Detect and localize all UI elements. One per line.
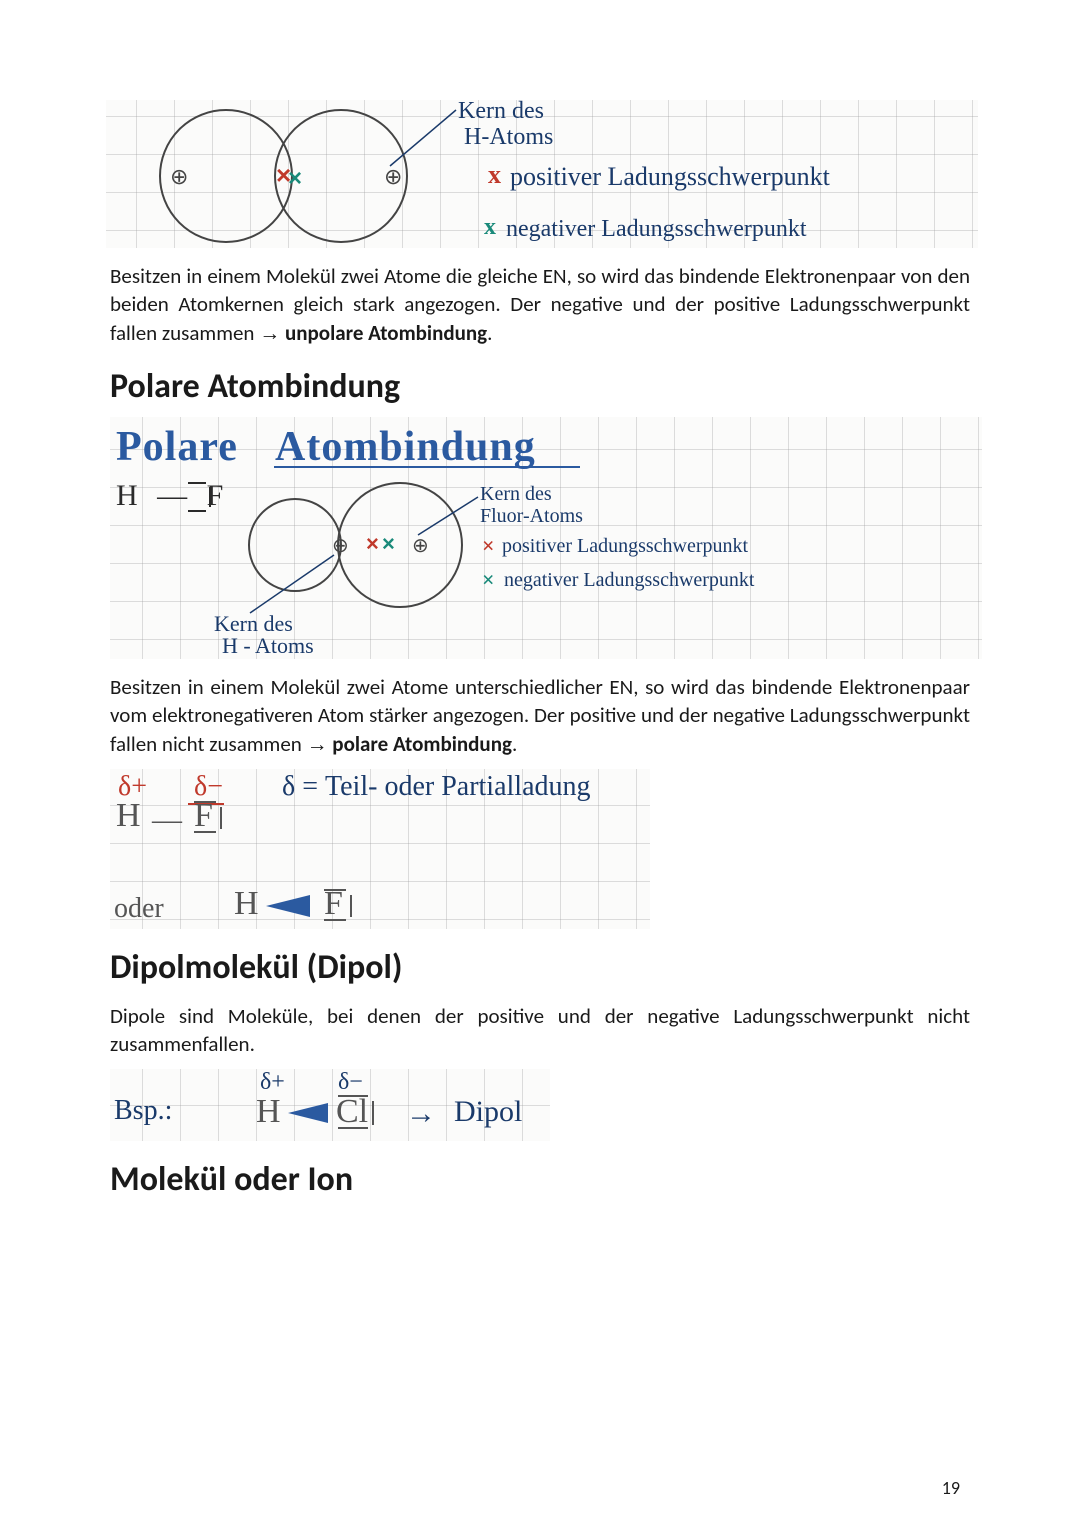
lone-pair-top	[194, 801, 216, 803]
heading-polare-atombindung: Polare Atombindung	[110, 366, 970, 407]
lone-pair-right	[372, 1101, 374, 1125]
atom-h: H	[116, 797, 141, 835]
para1-period: .	[487, 320, 492, 346]
heading-molekuel-oder-ion: Molekül oder Ion	[110, 1159, 970, 1200]
page-number: 19	[942, 1477, 960, 1499]
label-kern-h-b: H - Atoms	[222, 633, 314, 659]
figure-hcl-dipol: Bsp.: δ+ δ− H Cl → Dipol	[110, 1069, 550, 1141]
svg-text:⊕: ⊕	[384, 164, 402, 189]
svg-text:×: ×	[288, 165, 302, 192]
x-neg-mark-2: ×	[482, 567, 495, 593]
svg-text:⊕: ⊕	[332, 535, 349, 557]
lone-pair-right	[220, 807, 222, 829]
label-h-atom: H-Atoms	[464, 124, 553, 151]
label-kern-f-b: Fluor-Atoms	[480, 505, 583, 528]
paragraph-polar: Besitzen in einem Molekül zwei Atome unt…	[110, 673, 970, 759]
lone-pair-top-2	[324, 889, 346, 891]
heading-dipolmolekuel: Dipolmolekül (Dipol)	[110, 947, 970, 988]
svg-text:⊕: ⊕	[170, 164, 188, 189]
delta-plus-4: δ+	[260, 1069, 285, 1096]
label-kern: Kern des	[458, 100, 544, 125]
fig2-title-b: Atombindung	[275, 423, 536, 471]
lone-pair-bottom-2	[324, 919, 346, 921]
figure-polar-diagram: ⊕ ⊕ × × Polare Atombindung H — F Kern de…	[110, 417, 982, 659]
x-pos-mark-2: ×	[482, 533, 495, 559]
paragraph-dipol: Dipole sind Moleküle, bei denen der posi…	[110, 1002, 970, 1059]
figure-partialladung: δ+ δ− H — F δ = Teil- oder Partialladung…	[110, 769, 650, 929]
formula-hf: H — F	[116, 479, 229, 513]
para2-text-a: Besitzen in einem Molekül zwei Atome unt…	[110, 674, 970, 757]
lone-pair-bottom	[338, 1127, 368, 1129]
label-oder: oder	[114, 893, 164, 925]
label-dipol: Dipol	[454, 1095, 522, 1129]
label-neg-schwerpunkt: negativer Ladungsschwerpunkt	[506, 216, 807, 243]
paragraph-unpolar: Besitzen in einem Molekül zwei Atome die…	[110, 262, 970, 348]
label-bsp: Bsp.:	[114, 1095, 172, 1127]
bond-dash: —	[152, 803, 182, 837]
label-neg-2: negativer Ladungsschwerpunkt	[504, 569, 754, 592]
para2-bold: polare Atombindung	[328, 731, 512, 757]
svg-text:×: ×	[382, 531, 395, 556]
label-pos-2: positiver Ladungsschwerpunkt	[502, 535, 748, 558]
figure-unpolar-diagram: ⊕ ⊕ × × Kern des H-Atoms x positiver Lad…	[106, 100, 978, 248]
svg-text:×: ×	[366, 531, 379, 556]
delta-minus-4: δ−	[338, 1069, 363, 1096]
fig2-title-a: Polare	[116, 423, 238, 471]
arrow-icon: →	[406, 1097, 436, 1131]
para1-text-a: Besitzen in einem Molekül zwei Atome die…	[110, 263, 970, 346]
arrow-icon: →	[259, 322, 280, 345]
para2-period: .	[512, 731, 517, 757]
svg-text:⊕: ⊕	[412, 535, 429, 557]
lone-pair-top	[338, 1095, 368, 1097]
arrow-icon: →	[307, 733, 328, 756]
atom-h-2: H	[234, 885, 259, 923]
lone-pair-bottom	[194, 831, 216, 833]
lone-pair-right-2	[350, 895, 352, 917]
atom-h-4: H	[256, 1093, 281, 1131]
label-kern-f-a: Kern des	[480, 483, 552, 506]
x-pos-mark: x	[488, 160, 501, 190]
para1-bold: unpolare Atombindung	[280, 320, 487, 346]
x-neg-mark: x	[484, 214, 496, 241]
label-pos-schwerpunkt: positiver Ladungsschwerpunkt	[510, 162, 830, 192]
atom-cl: Cl	[336, 1093, 368, 1131]
delta-definition: δ = Teil- oder Partialladung	[282, 771, 591, 803]
